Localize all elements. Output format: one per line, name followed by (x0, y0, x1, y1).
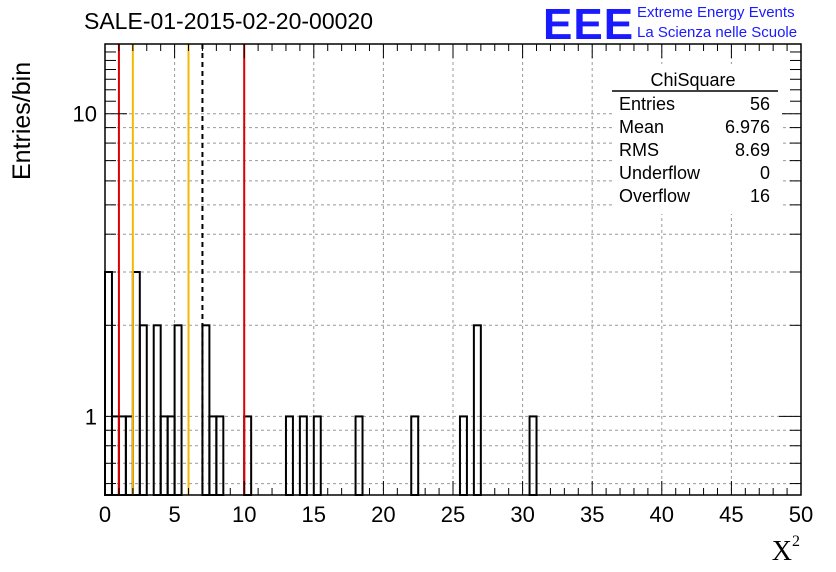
x-tick-label: 15 (302, 502, 326, 527)
histogram-bar (104, 271, 113, 496)
stats-row-label: Overflow (619, 186, 691, 206)
stats-row-label: RMS (619, 140, 659, 160)
axis-ticks (104, 44, 802, 495)
x-axis-label-sup: 2 (792, 532, 800, 550)
x-tick-label: 5 (168, 502, 180, 527)
x-axis-label-main: X (771, 536, 792, 567)
x-tick-label: 35 (580, 502, 604, 527)
histogram-bar (152, 324, 162, 496)
reference-lines (117, 44, 246, 495)
stats-row-value: 0 (760, 163, 770, 183)
grid-lines (105, 44, 801, 495)
tick-labels: 0 5 10 15 20 25 30 35 40 45 50 1 10 (73, 102, 814, 527)
y-axis-label: Entries/bin (8, 61, 36, 180)
histogram-bar (201, 324, 211, 496)
histogram-bar (472, 324, 482, 496)
x-axis-label: X2 (771, 532, 800, 568)
x-tick-label: 30 (510, 502, 534, 527)
histogram-bar (173, 324, 183, 496)
x-tick-label: 45 (719, 502, 743, 527)
stats-row-value: 8.69 (735, 140, 770, 160)
eee-logo: EEE (543, 0, 635, 49)
eee-logo-line1: Extreme Energy Events (637, 4, 795, 21)
x-tick-label: 50 (789, 502, 813, 527)
x-tick-label: 25 (441, 502, 465, 527)
histogram-bars (104, 271, 538, 497)
eee-logo-line2: La Scienza nelle Scuole (637, 24, 798, 41)
chart-title: SALE-01-2015-02-20-00020 (84, 8, 373, 34)
stats-row-label: Entries (619, 94, 675, 114)
stats-row-value: 6.976 (725, 117, 770, 137)
x-tick-label: 10 (232, 502, 256, 527)
stats-row-label: Mean (619, 117, 664, 137)
stats-box-background (612, 64, 782, 214)
stats-box: ChiSquare Entries 56 Mean 6.976 RMS 8.69 Underf… (612, 64, 782, 214)
y-tick-label: 1 (85, 404, 97, 429)
histogram-bar (138, 324, 148, 496)
x-tick-label: 0 (99, 502, 111, 527)
x-tick-label: 20 (371, 502, 395, 527)
stats-row-value: 56 (750, 94, 770, 114)
stats-box-title: ChiSquare (650, 70, 735, 90)
stats-row-label: Underflow (619, 163, 701, 183)
histogram-bar (131, 271, 141, 496)
y-tick-label: 10 (73, 102, 97, 127)
stats-row-value: 16 (750, 186, 770, 206)
x-tick-label: 40 (650, 502, 674, 527)
